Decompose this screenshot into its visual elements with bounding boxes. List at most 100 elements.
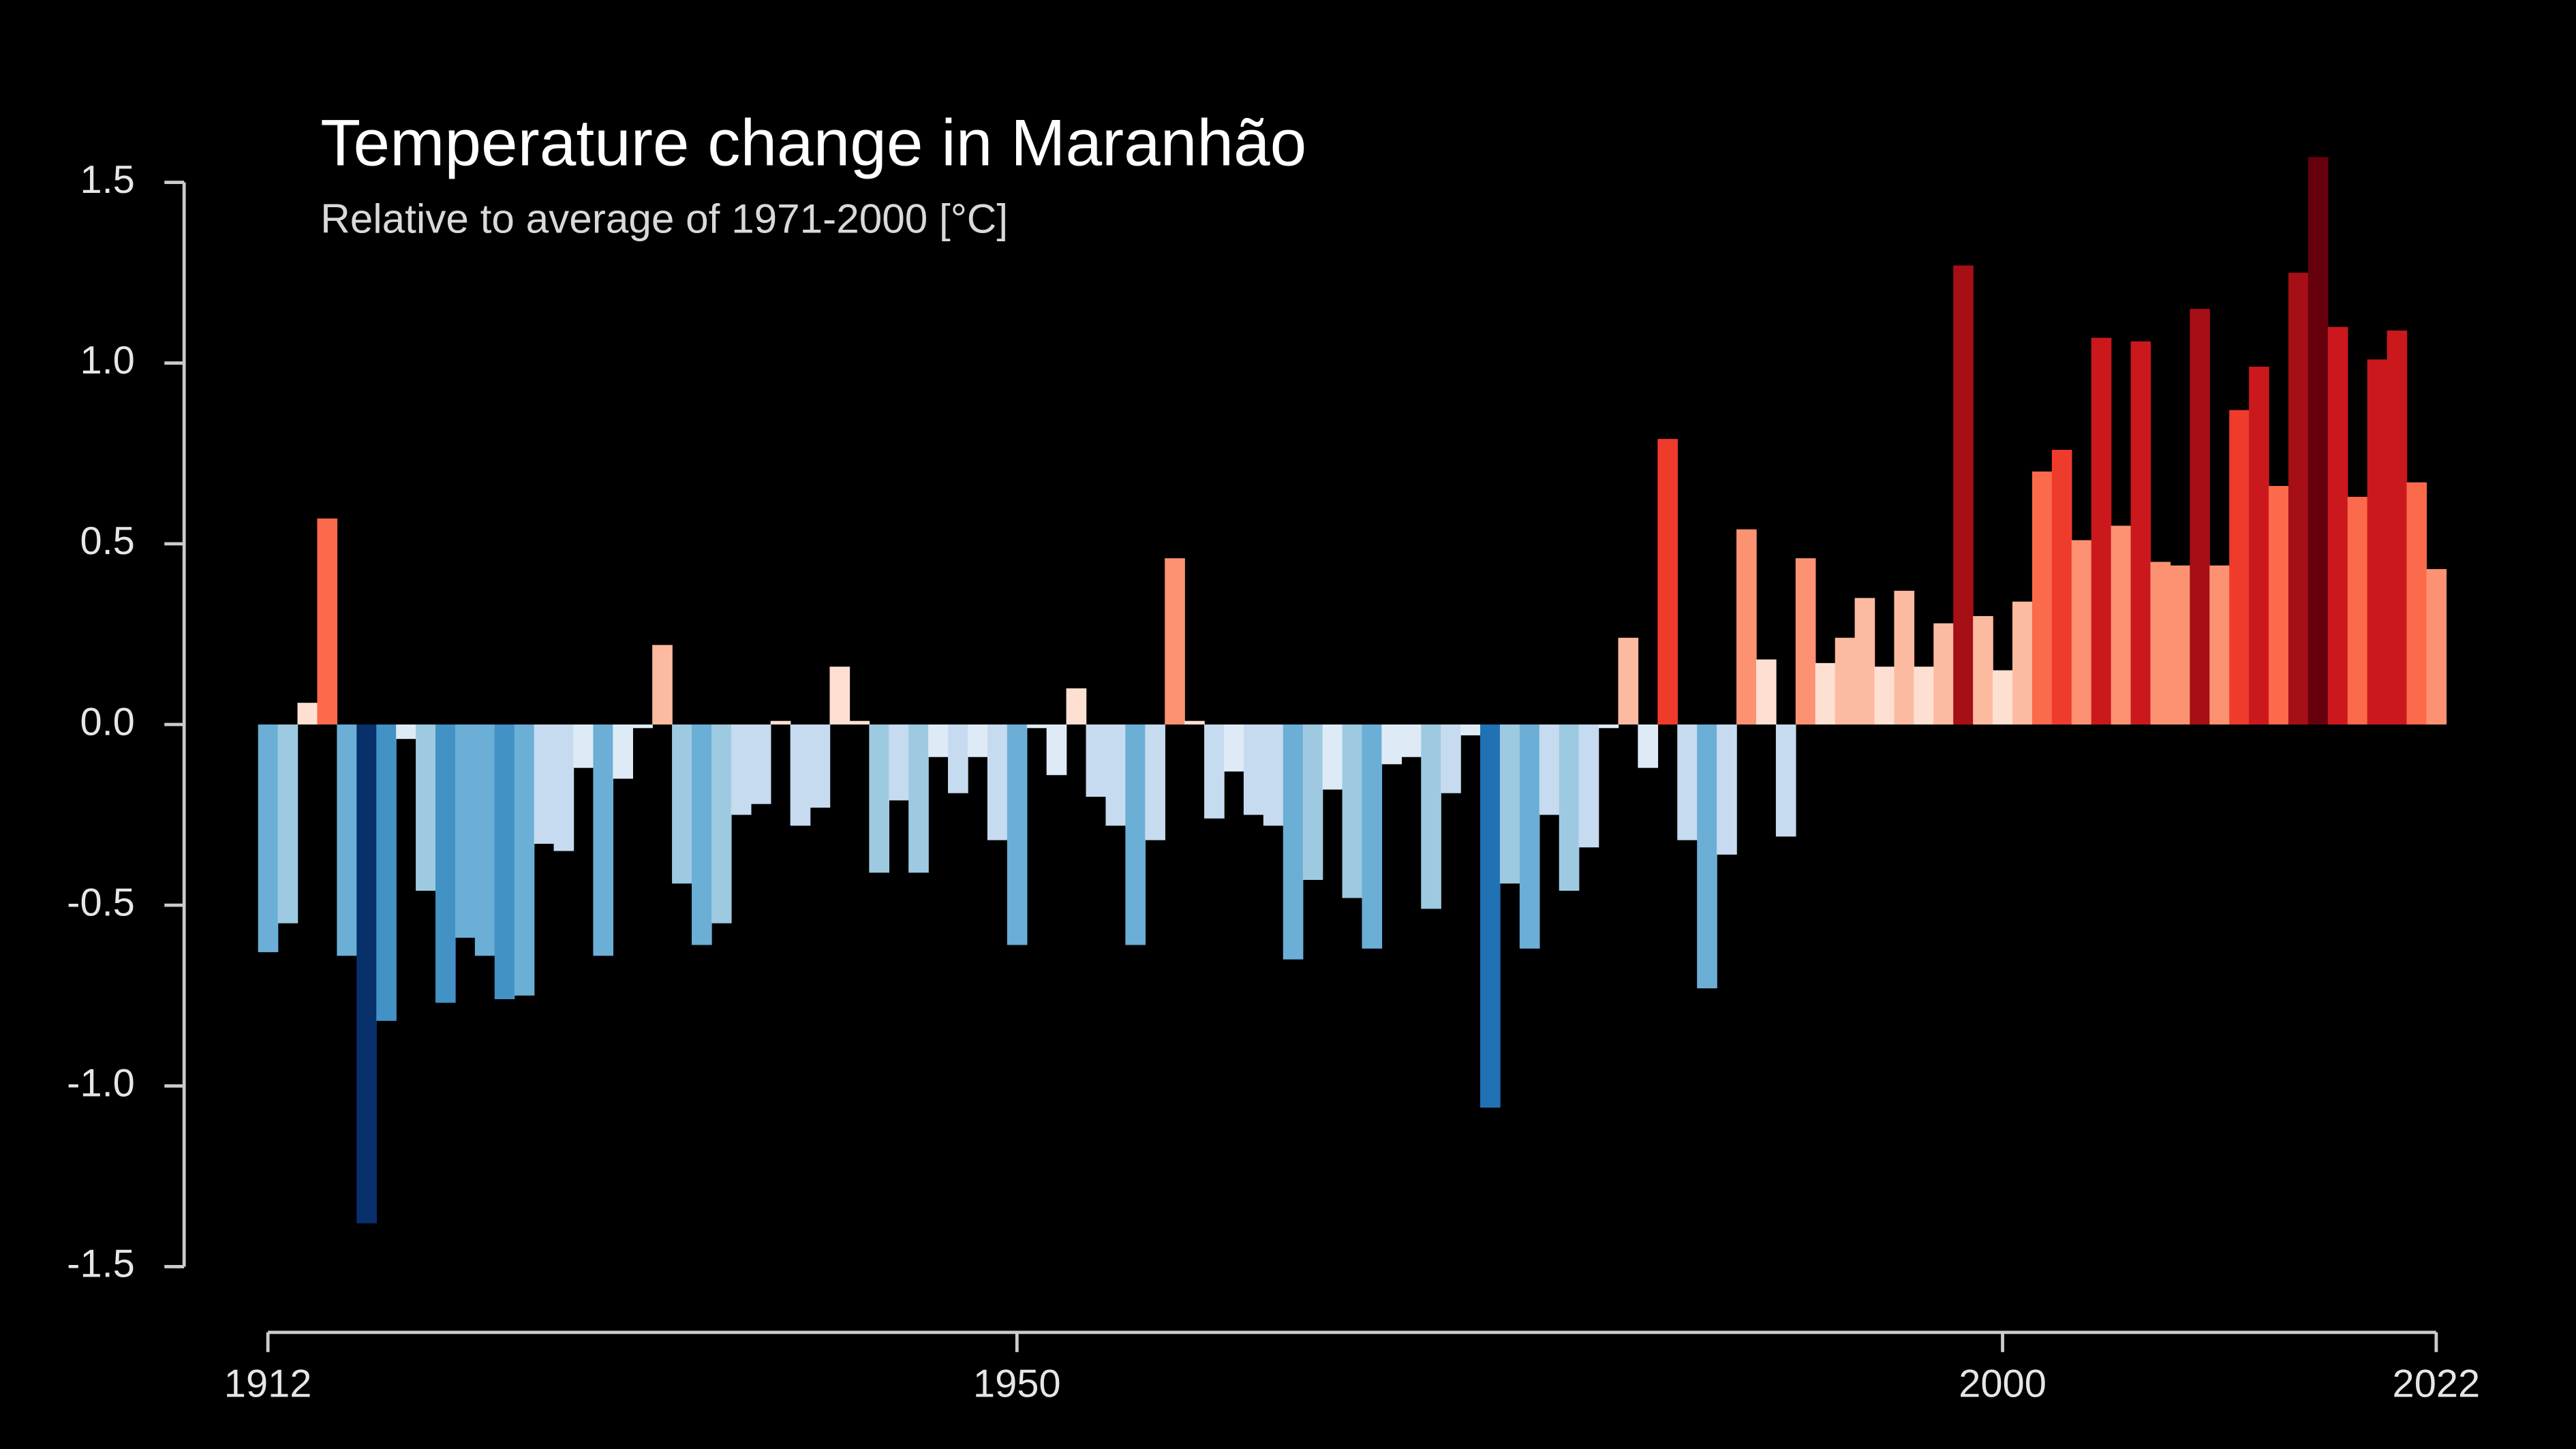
bar xyxy=(1657,439,1678,724)
bar xyxy=(337,724,358,956)
bar xyxy=(1342,724,1363,898)
bar xyxy=(928,724,949,757)
chart-subtitle: Relative to average of 1971-2000 [°C] xyxy=(320,195,1008,241)
bar xyxy=(1086,724,1107,797)
bar xyxy=(1243,724,1264,815)
bar xyxy=(1775,724,1796,837)
bar xyxy=(2387,330,2408,725)
bar xyxy=(534,724,555,844)
bar xyxy=(317,518,338,724)
bar xyxy=(1283,724,1304,960)
bar xyxy=(869,724,889,873)
bar xyxy=(514,724,535,996)
bar xyxy=(908,724,929,873)
bar xyxy=(2091,337,2112,724)
bar xyxy=(258,724,279,953)
bar xyxy=(297,703,318,724)
bar xyxy=(2347,496,2368,724)
bar xyxy=(1914,667,1935,724)
bar xyxy=(1973,615,1993,724)
y-tick-label: 0.5 xyxy=(80,519,134,563)
bar xyxy=(1499,724,1520,884)
bar xyxy=(652,645,673,724)
bar xyxy=(356,724,377,1223)
bar xyxy=(1145,724,1165,840)
bar xyxy=(2071,540,2092,724)
bar xyxy=(2190,309,2210,724)
bar xyxy=(1184,720,1205,724)
bar xyxy=(2426,568,2447,724)
bar xyxy=(1618,637,1639,724)
bar xyxy=(2367,359,2388,724)
bar xyxy=(1933,623,1954,724)
bar xyxy=(1204,724,1225,819)
bar xyxy=(1066,688,1087,724)
bar xyxy=(1854,598,1875,724)
y-tick-label: -0.5 xyxy=(67,881,135,924)
bar xyxy=(1697,724,1717,989)
bar xyxy=(553,724,574,851)
bar xyxy=(1638,724,1659,768)
bar xyxy=(1894,590,1915,724)
bar xyxy=(770,720,791,724)
bar xyxy=(1874,667,1895,724)
x-tick-label: 1912 xyxy=(224,1362,312,1406)
bar xyxy=(1322,724,1343,790)
bar xyxy=(1559,724,1580,891)
bar xyxy=(1755,659,1777,724)
bar xyxy=(967,724,988,757)
bar xyxy=(1953,265,1974,724)
bar xyxy=(277,724,298,924)
x-tick-label: 2000 xyxy=(1959,1362,2046,1406)
bar xyxy=(435,724,456,1003)
bar xyxy=(613,724,633,779)
bar xyxy=(1441,724,1461,793)
y-tick-label: 0.0 xyxy=(80,700,134,744)
bar xyxy=(1815,662,1836,724)
bar xyxy=(1717,724,1737,855)
bar xyxy=(1302,724,1323,881)
bar xyxy=(1993,670,2013,724)
bar xyxy=(2249,367,2269,724)
bar xyxy=(1795,558,1816,724)
bar xyxy=(2209,565,2230,724)
bar xyxy=(632,724,653,729)
bar xyxy=(2288,273,2309,724)
chart-title: Temperature change in Maranhão xyxy=(320,106,1306,179)
bar xyxy=(494,724,515,1000)
bar xyxy=(1539,724,1560,815)
bar xyxy=(810,724,831,808)
x-tick-label: 1950 xyxy=(973,1362,1061,1406)
bar xyxy=(1381,724,1402,765)
bar xyxy=(849,720,870,724)
bar xyxy=(376,724,397,1021)
bar xyxy=(1125,724,1146,945)
bar xyxy=(1480,724,1501,1108)
y-tick-label: 1.0 xyxy=(80,339,134,382)
bar xyxy=(1007,724,1028,945)
bar xyxy=(2269,486,2289,724)
y-tick-label: -1.0 xyxy=(67,1062,135,1105)
bar xyxy=(1421,724,1441,909)
bar xyxy=(711,724,732,924)
bar xyxy=(593,724,614,956)
bar xyxy=(1026,724,1047,729)
bar xyxy=(1263,724,1284,826)
bar xyxy=(2150,562,2171,724)
bar xyxy=(2111,525,2132,724)
bar xyxy=(1362,724,1383,949)
bar xyxy=(1598,724,1619,729)
bar xyxy=(1578,724,1599,848)
bar xyxy=(790,724,811,826)
bar xyxy=(1519,724,1540,949)
y-tick-label: -1.5 xyxy=(67,1242,135,1286)
bar xyxy=(2229,410,2250,724)
bar xyxy=(1165,558,1185,724)
bar xyxy=(731,724,752,815)
bar xyxy=(573,724,594,768)
bar xyxy=(692,724,712,945)
bar xyxy=(1736,529,1757,724)
bar xyxy=(474,724,495,956)
bar xyxy=(2031,471,2053,724)
